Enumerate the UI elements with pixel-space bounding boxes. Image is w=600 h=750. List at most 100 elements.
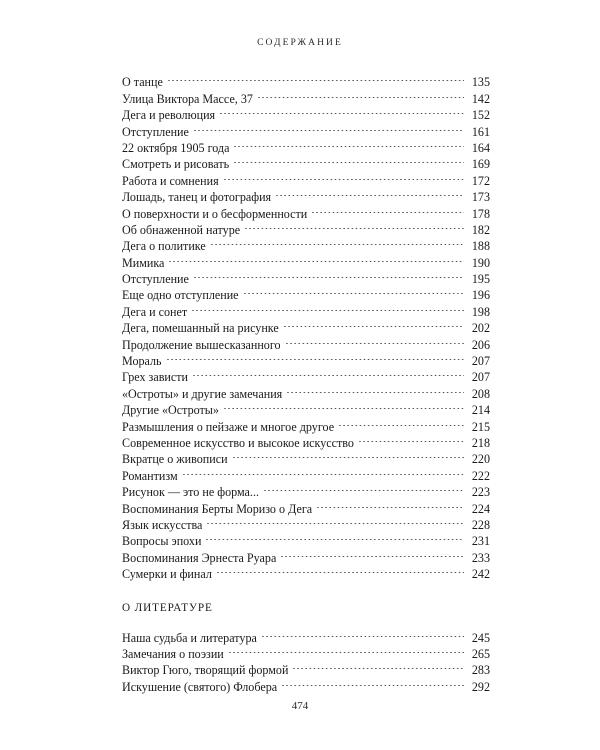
dot-leader	[220, 103, 464, 119]
toc-entry-page-number: 206	[471, 337, 490, 352]
toc-entry[interactable]: Дега и сонет 198	[122, 299, 490, 319]
toc-entry[interactable]: «Остроты» и другие замечания 208	[122, 381, 490, 401]
toc-entry[interactable]: Отступление 195	[122, 267, 490, 286]
dot-leader	[283, 316, 464, 332]
toc-entry[interactable]: Продолжение вышесказанного 206	[122, 332, 490, 352]
toc-entry[interactable]: Работа и сомнения 172	[122, 168, 490, 188]
dot-leader	[223, 168, 464, 184]
dot-leader	[169, 250, 464, 266]
toc-entry-title: Об обнаженной натуре	[122, 222, 241, 237]
toc-entry-page-number: 182	[471, 222, 490, 237]
toc-entry-title: Язык искусства	[122, 517, 203, 532]
toc-entry-title: Мимика	[122, 255, 165, 270]
toc-entry-title: Виктор Гюго, творящий формой	[122, 663, 289, 678]
toc-entry-title: «Остроты» и другие замечания	[122, 386, 283, 401]
toc-entry-title: Дега о политике	[122, 239, 206, 254]
dot-leader	[257, 86, 464, 102]
toc-entry[interactable]: Грех зависти 207	[122, 365, 490, 384]
dot-leader	[312, 201, 464, 217]
toc-entry[interactable]: 22 октября 1905 года 164	[122, 136, 490, 155]
running-head: СОДЕРЖАНИЕ	[257, 38, 343, 48]
toc-entry-page-number: 173	[471, 190, 490, 205]
dot-leader	[293, 658, 464, 674]
toc-entry[interactable]: Искушение (святого) Флобера 292	[122, 674, 490, 694]
dot-leader	[234, 136, 464, 152]
toc-entry[interactable]: Дега, помешанный на рисунке 202	[122, 316, 490, 335]
dot-leader	[245, 218, 464, 234]
toc-entry[interactable]: Виктор Гюго, творящий формой 283	[122, 658, 490, 677]
toc-entry[interactable]: Мораль 207	[122, 349, 490, 368]
toc-section-heading: О ЛИТЕРАТУРЕ	[122, 602, 213, 615]
toc-entry-title: О танце	[122, 75, 163, 90]
toc-entry[interactable]: Еще одно отступление 196	[122, 283, 490, 302]
toc-entry-title: Рисунок — это не форма...	[122, 485, 259, 500]
toc-entry-page-number: 223	[471, 485, 490, 500]
toc-entry[interactable]: Улица Виктора Массе, 37 142	[122, 86, 490, 106]
dot-leader	[193, 119, 464, 135]
toc-entry-page-number: 169	[471, 157, 490, 172]
toc-entry-title: Наша судьба и литература	[122, 630, 257, 645]
toc-entry-page-number: 198	[471, 304, 490, 319]
toc-entry[interactable]: Рисунок — это не форма... 223	[122, 480, 490, 499]
dot-leader	[282, 674, 464, 690]
toc-entry[interactable]: Вопросы эпохи 231	[122, 529, 490, 548]
toc-entry[interactable]: Наша судьба и литература 245	[122, 625, 490, 645]
toc-entry[interactable]: Романтизм 222	[122, 463, 490, 483]
toc-entry[interactable]: Язык искусства 228	[122, 513, 490, 532]
toc-entry[interactable]: О танце 135	[122, 70, 490, 89]
toc-entry-title: Улица Виктора Массе, 37	[122, 91, 253, 106]
table-of-contents: О танце 135 Улица Виктора Массе, 37 142 Дега…	[122, 70, 490, 694]
toc-entry[interactable]: Дега о политике 188	[122, 234, 490, 253]
toc-entry[interactable]: О поверхности и о бесформенности 178	[122, 201, 490, 221]
toc-entry-page-number: 172	[471, 173, 490, 188]
dot-leader	[358, 431, 464, 447]
toc-entry-page-number: 207	[471, 354, 490, 369]
toc-entry-page-number: 208	[471, 386, 490, 401]
dot-leader	[216, 562, 464, 578]
toc-entry[interactable]: Замечания о поэзии 265	[122, 642, 490, 661]
toc-entry-title: Грех зависти	[122, 370, 189, 385]
dot-leader	[223, 398, 464, 414]
dot-leader	[276, 185, 464, 201]
toc-entry[interactable]: Смотреть и рисовать 169	[122, 152, 490, 171]
toc-entry-page-number: 233	[471, 550, 490, 565]
toc-entry[interactable]: Другие «Остроты» 214	[122, 398, 490, 417]
toc-entry[interactable]: Отступление 161	[122, 119, 490, 139]
toc-entry-title: Замечания о поэзии	[122, 646, 224, 661]
dot-leader	[167, 70, 464, 86]
toc-entry[interactable]: Лошадь, танец и фотография 173	[122, 185, 490, 204]
toc-entry-title: Сумерки и финал	[122, 567, 212, 582]
toc-entry-title: Отступление	[122, 124, 189, 139]
toc-entry[interactable]: Мимика 190	[122, 250, 490, 270]
toc-entry-title: Смотреть и рисовать	[122, 157, 230, 172]
toc-entry-title: Романтизм	[122, 468, 178, 483]
dot-leader	[234, 152, 464, 168]
toc-entry[interactable]: Вкратце о живописи 220	[122, 447, 490, 466]
toc-entry[interactable]: Сумерки и финал 242	[122, 562, 490, 581]
toc-entry-page-number: 195	[471, 272, 490, 287]
toc-entry-page-number: 142	[471, 91, 490, 106]
toc-entry-page-number: 292	[471, 679, 490, 694]
toc-entry-title: Воспоминания Берты Моризо о Дега	[122, 501, 313, 516]
dot-leader	[281, 545, 464, 561]
toc-entry-title: Дега и революция	[122, 108, 216, 123]
toc-entry[interactable]: Размышления о пейзаже и многое другое 215	[122, 414, 490, 434]
toc-entry-page-number: 188	[471, 239, 490, 254]
dot-leader	[317, 496, 464, 512]
toc-entry-title: О поверхности и о бесформенности	[122, 206, 308, 221]
toc-entry-title: Дега, помешанный на рисунке	[122, 321, 279, 336]
toc-entry[interactable]: Дега и революция 152	[122, 103, 490, 122]
dot-leader	[228, 642, 464, 658]
dot-leader	[210, 234, 464, 250]
toc-entry-title: Еще одно отступление	[122, 288, 239, 303]
dot-leader	[192, 299, 464, 315]
toc-entry-title: Лошадь, танец и фотография	[122, 190, 272, 205]
toc-entry-page-number: 245	[471, 630, 490, 645]
toc-entry[interactable]: Об обнаженной натуре 182	[122, 218, 490, 237]
toc-entry-title: Мораль	[122, 354, 162, 369]
toc-entry-page-number: 283	[471, 663, 490, 678]
toc-entry[interactable]: Воспоминания Берты Моризо о Дега 224	[122, 496, 490, 516]
toc-entry[interactable]: Современное искусство и высокое искусств…	[122, 431, 490, 450]
toc-entry-page-number: 220	[471, 452, 490, 467]
toc-entry[interactable]: Воспоминания Эрнеста Руара 233	[122, 545, 490, 565]
